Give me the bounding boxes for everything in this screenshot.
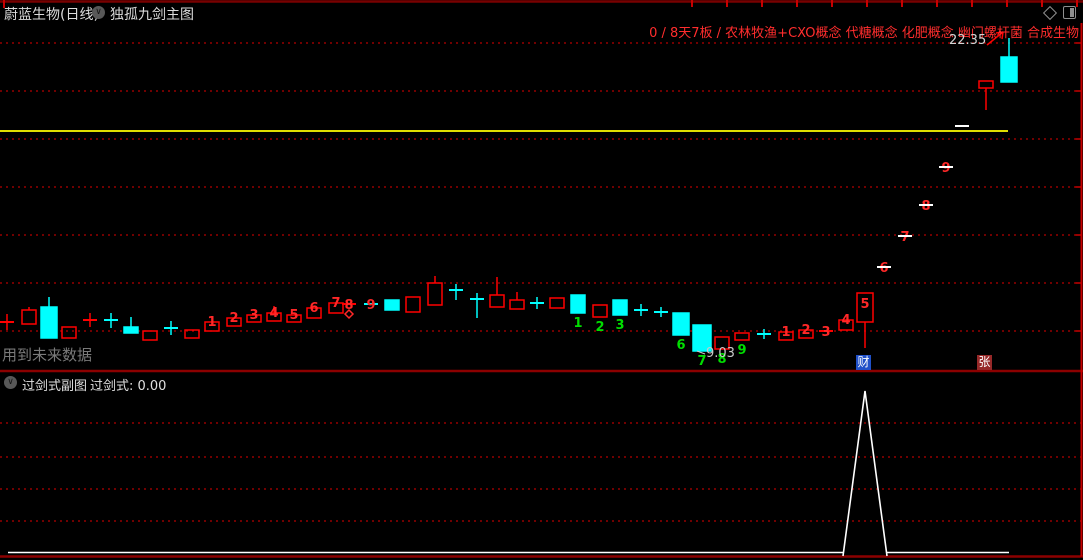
sequence-number: 7	[697, 354, 706, 369]
sub-indicator-label: 过剑式副图	[22, 379, 88, 394]
future-data-warning: 用到未来数据	[2, 346, 93, 364]
candle-body	[509, 299, 525, 310]
high-arrow	[1001, 31, 1004, 40]
chevron-down-icon[interactable]: ∨	[92, 6, 105, 19]
candle-body	[570, 294, 586, 314]
candle-body	[142, 330, 158, 341]
sequence-number: 9	[737, 343, 746, 358]
candle-body	[612, 299, 628, 316]
candle-body	[798, 329, 814, 339]
candle-body	[549, 297, 565, 309]
sequence-number: 3	[821, 325, 830, 340]
chevron-down-icon[interactable]: ∨	[4, 376, 17, 389]
low-price-label: 9.03	[706, 346, 735, 361]
sequence-number: 2	[801, 323, 810, 338]
candle-body	[306, 307, 322, 319]
candle-body	[489, 294, 505, 308]
sequence-number: 1	[781, 325, 790, 340]
candle-body	[714, 336, 730, 350]
sequence-number: 7	[900, 230, 909, 245]
sequence-number: 1	[207, 315, 216, 330]
sequence-number: 4	[841, 313, 850, 328]
high-arrow	[986, 31, 1004, 46]
candle-body	[123, 326, 139, 334]
candle-body	[40, 306, 58, 339]
sequence-number: 5	[289, 308, 298, 323]
sequence-number: 6	[879, 261, 888, 276]
stock-title: 蔚蓝生物(日线)	[4, 7, 99, 23]
sub-pane-header: ∨ 过剑式副图 过剑式: 0.00	[0, 373, 1083, 394]
candle-body	[734, 332, 750, 341]
sequence-number: 5	[656, 0, 665, 4]
candle-body	[184, 329, 200, 339]
sequence-number: 8	[344, 298, 353, 313]
concept-tags[interactable]: 0 / 8天7板 / 农林牧渔+CXO概念 代糖概念 化肥概念 幽门螺杆菌 合成…	[649, 26, 1079, 41]
candle-body	[592, 304, 608, 318]
sequence-number: 8	[921, 199, 930, 214]
main-indicator-label: 独孤九剑主图	[110, 7, 194, 23]
candle-body	[328, 302, 344, 314]
candle-body	[778, 331, 794, 341]
candle-body	[246, 314, 262, 323]
sequence-number: 9	[941, 161, 950, 176]
candle-body	[384, 299, 400, 311]
diamond-marker	[343, 308, 355, 320]
candle-body	[856, 292, 874, 323]
sequence-number: 3	[249, 308, 258, 323]
sequence-number: 4	[636, 0, 645, 4]
candle-body	[405, 296, 421, 313]
candle-body	[978, 80, 994, 89]
sequence-number: 2	[595, 320, 604, 335]
candle-body	[286, 314, 302, 323]
candle-body	[21, 309, 37, 325]
candle-body	[204, 321, 220, 332]
rise-badge[interactable]: 张	[977, 355, 992, 370]
candle-body	[427, 282, 443, 306]
diamond-icon[interactable]	[1042, 5, 1058, 21]
sequence-number: 3	[615, 318, 624, 333]
sub-indicator-value: 过剑式: 0.00	[90, 379, 167, 394]
candle-body	[692, 324, 712, 352]
sequence-number: 5	[860, 297, 869, 312]
sequence-number: 4	[269, 306, 278, 321]
sequence-number: 1	[573, 316, 582, 331]
signal-triangle	[842, 390, 888, 557]
candle-body	[672, 312, 690, 336]
sequence-number: 8	[717, 352, 726, 367]
candle-body	[838, 319, 854, 331]
financial-report-badge[interactable]: 财	[856, 355, 871, 370]
candle-body	[266, 312, 282, 322]
candle-body	[1000, 56, 1018, 83]
sequence-number: 9	[366, 298, 375, 313]
sequence-number: 2	[229, 311, 238, 326]
panel-layout-icon[interactable]	[1063, 6, 1076, 19]
low-leader	[696, 350, 706, 355]
sequence-number: 6	[676, 338, 685, 353]
sequence-number: 7	[331, 296, 340, 311]
sequence-number: 6	[309, 301, 318, 316]
candle-body	[61, 326, 77, 339]
title-bar: 蔚蓝生物(日线) ∨ 独孤九剑主图	[0, 0, 1083, 23]
candle-body	[226, 317, 242, 327]
high-price-label: 22.35	[949, 33, 987, 48]
high-arrow	[995, 31, 1004, 34]
